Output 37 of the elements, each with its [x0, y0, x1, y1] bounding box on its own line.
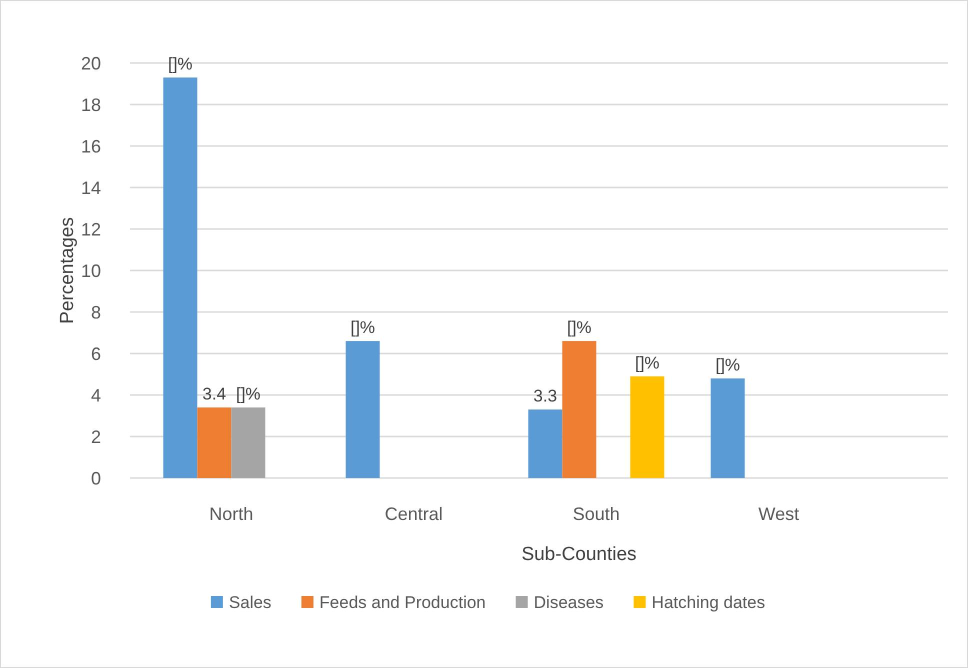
legend-label: Hatching dates: [652, 592, 766, 612]
legend-label: Diseases: [534, 592, 604, 612]
legend-label: Sales: [228, 592, 272, 612]
bar: [163, 78, 198, 478]
data-label: []%: [566, 318, 592, 338]
data-label: []%: [715, 355, 740, 374]
y-axis-title: Percentages: [57, 217, 78, 324]
x-tick-label: North: [209, 504, 254, 524]
y-tick-label: 18: [80, 94, 101, 115]
bar: [528, 410, 562, 478]
x-tick-label: Central: [384, 504, 443, 524]
y-tick-label: 0: [90, 468, 101, 488]
legend-label: Feeds and Production: [319, 592, 486, 612]
y-tick-label: 20: [80, 53, 101, 74]
y-tick-label: 10: [80, 260, 101, 281]
y-tick-label: 4: [90, 385, 101, 406]
data-label: []%: [236, 384, 261, 404]
x-tick-label: South: [572, 504, 620, 524]
data-label: 3.3: [533, 386, 558, 406]
data-label: []%: [634, 353, 660, 372]
y-tick-label: 6: [90, 344, 101, 364]
bar: [346, 341, 380, 478]
y-tick-label: 16: [80, 136, 101, 156]
data-label: 3.4: [202, 384, 226, 404]
y-tick-label: 12: [80, 219, 101, 240]
x-tick-label: West: [758, 504, 800, 524]
x-axis-title: Sub-Counties: [521, 544, 637, 565]
bar: [710, 378, 745, 478]
y-tick-label: 2: [90, 426, 101, 447]
bar: [562, 341, 596, 478]
data-label: []%: [350, 318, 376, 338]
bar: [197, 407, 232, 478]
bar: [231, 407, 266, 478]
y-tick-label: 8: [90, 302, 101, 322]
bar: [630, 376, 664, 478]
data-label: []%: [168, 54, 193, 74]
y-tick-label: 14: [80, 178, 101, 198]
